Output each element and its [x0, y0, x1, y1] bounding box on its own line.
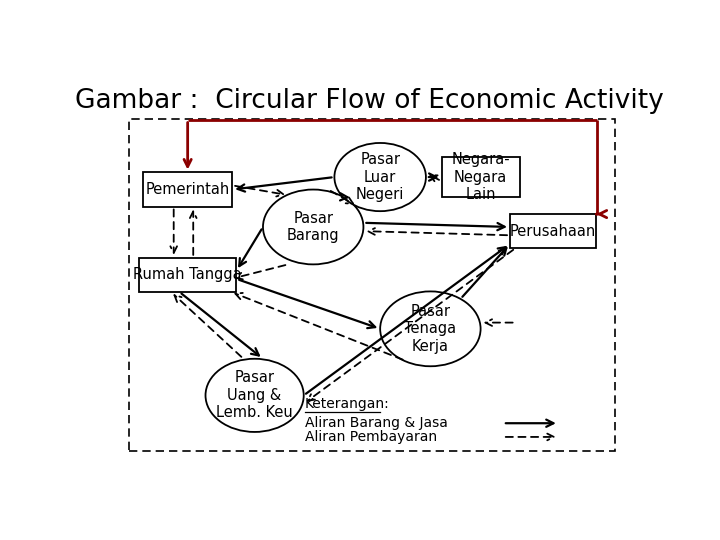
Text: Aliran Pembayaran: Aliran Pembayaran: [305, 430, 437, 444]
FancyBboxPatch shape: [510, 214, 596, 248]
FancyBboxPatch shape: [139, 258, 236, 292]
FancyBboxPatch shape: [143, 172, 233, 207]
Circle shape: [263, 190, 364, 265]
Text: Pasar
Tenaga
Kerja: Pasar Tenaga Kerja: [405, 304, 456, 354]
Text: Negara-
Negara
Lain: Negara- Negara Lain: [451, 152, 510, 202]
Text: Pasar
Barang: Pasar Barang: [287, 211, 340, 243]
Circle shape: [334, 143, 426, 211]
Text: Rumah Tangga: Rumah Tangga: [133, 267, 242, 282]
Text: Pasar
Luar
Negeri: Pasar Luar Negeri: [356, 152, 405, 202]
Circle shape: [380, 292, 481, 366]
Text: Keterangan:: Keterangan:: [305, 397, 390, 411]
Text: Gambar :  Circular Flow of Economic Activity: Gambar : Circular Flow of Economic Activ…: [75, 87, 663, 113]
Text: Perusahaan: Perusahaan: [510, 224, 596, 239]
Text: Pemerintah: Pemerintah: [145, 182, 230, 197]
FancyBboxPatch shape: [441, 157, 520, 197]
Text: Pasar
Uang &
Lemb. Keu: Pasar Uang & Lemb. Keu: [216, 370, 293, 420]
Circle shape: [205, 359, 304, 432]
Text: Aliran Barang & Jasa: Aliran Barang & Jasa: [305, 416, 448, 430]
